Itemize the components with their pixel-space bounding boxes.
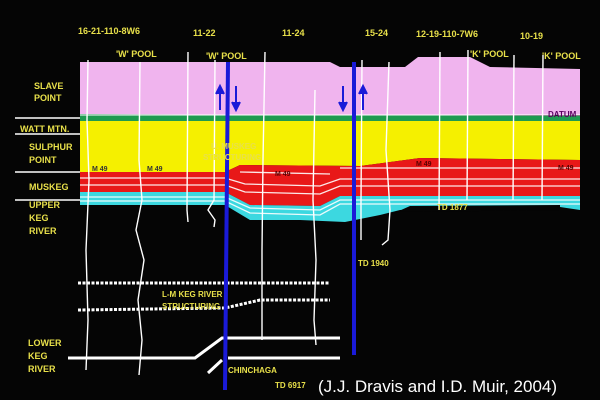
m49-label: M 49	[416, 161, 432, 168]
formation-label-upper-keg-river: RIVER	[29, 226, 57, 236]
lm-keg-label: L-M KEG RIVER	[162, 290, 223, 299]
pool-label: 'W' POOL	[206, 51, 247, 61]
td-label: TD 6917	[275, 381, 306, 390]
formation-label-sulphur-point: SULPHUR	[29, 142, 73, 152]
formation-boundary-lines	[15, 114, 580, 201]
m49-label: M 49	[147, 166, 163, 173]
layer-watt-mtn	[80, 114, 580, 121]
formation-label-upper-keg-river: UPPER	[29, 200, 61, 210]
black-overlap	[390, 205, 560, 215]
arrow-up-icon	[358, 83, 368, 110]
well-label: 11-24	[282, 28, 305, 38]
m49-label: M 49	[558, 165, 574, 172]
td-label: TD 1940	[358, 259, 389, 268]
well-label: 10-19	[520, 31, 543, 41]
u-muskeg-label: U. MUSKEG	[211, 142, 256, 151]
well-label: 11-22	[193, 28, 216, 38]
formation-label-slave-point: POINT	[34, 93, 62, 103]
deep-structure-lines	[68, 281, 340, 375]
chinchaga-label: CHINCHAGA	[228, 366, 277, 375]
datum-label: DATUM	[548, 110, 577, 119]
formation-label-sulphur-point: POINT	[29, 155, 57, 165]
fault-line-west	[223, 61, 230, 391]
formation-label-watt-mtn: WATT MTN.	[20, 124, 69, 134]
formation-label-slave-point: SLAVE	[34, 81, 63, 91]
pool-label: 'K' POOL	[542, 51, 581, 61]
layer-stripes	[80, 167, 580, 216]
well-label: 12-19-110-7W6	[416, 29, 478, 39]
u-muskeg-label: STRUCTURING	[203, 153, 261, 162]
lm-keg-label: STRUCTURING	[162, 302, 220, 311]
m49-label: M 49	[92, 166, 108, 173]
arrow-up-icon	[215, 83, 225, 110]
formation-label-lower-keg-river: RIVER	[28, 364, 56, 374]
well-logs	[85, 49, 544, 376]
well-label: 16-21-110-8W6	[78, 26, 140, 36]
formation-label-lower-keg-river: KEG	[28, 351, 48, 361]
well-label: 15-24	[365, 28, 388, 38]
formation-label-lower-keg-river: LOWER	[28, 338, 62, 348]
formation-label-muskeg: MUSKEG	[29, 182, 69, 192]
faults	[215, 61, 368, 391]
layer-sulphur-point	[80, 121, 580, 172]
m49-label: M 49	[275, 171, 291, 178]
pool-label: 'W' POOL	[116, 49, 157, 59]
pool-label: 'K' POOL	[470, 49, 509, 59]
td-label: TD 1877	[437, 203, 468, 212]
layer-slave-point	[80, 57, 580, 115]
arrow-down-icon	[338, 86, 348, 113]
formation-label-upper-keg-river: KEG	[29, 213, 49, 223]
credit-text: (J.J. Dravis and I.D. Muir, 2004)	[318, 377, 557, 396]
arrow-down-icon	[231, 86, 241, 113]
